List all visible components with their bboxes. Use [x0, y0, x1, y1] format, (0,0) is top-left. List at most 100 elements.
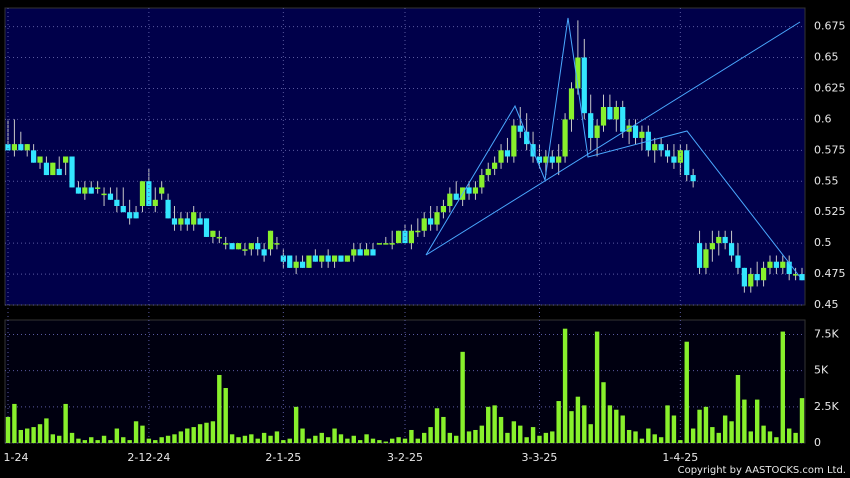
- candle-body: [479, 175, 485, 188]
- volume-bar: [351, 435, 356, 443]
- candle-body: [11, 144, 18, 151]
- candle-body: [485, 168, 491, 176]
- candle-body: [306, 255, 312, 268]
- candle-body: [50, 162, 56, 176]
- volume-bar: [121, 437, 126, 443]
- candle-body: [652, 144, 658, 151]
- volume-bar: [498, 416, 504, 443]
- x-tick-label: 2-12-24: [127, 451, 170, 464]
- volume-bar: [729, 421, 734, 443]
- candle-body: [75, 187, 82, 194]
- volume-bar: [338, 434, 344, 443]
- volume-bar: [601, 382, 606, 443]
- candle-body: [690, 175, 696, 182]
- candle-body: [549, 156, 555, 163]
- candle-body: [709, 243, 715, 250]
- volume-bar: [786, 428, 792, 443]
- candle-body: [664, 150, 671, 157]
- candle-body: [312, 255, 318, 262]
- candle-body: [799, 274, 805, 281]
- candle-body: [575, 57, 581, 89]
- candle-body: [146, 181, 152, 206]
- trend-line: [425, 17, 801, 278]
- volume-bar: [671, 415, 677, 443]
- volume-bar: [409, 429, 414, 443]
- volume-bar: [767, 431, 773, 443]
- volume-bar: [492, 405, 497, 443]
- candle-body: [671, 156, 677, 163]
- volume-bar: [140, 425, 145, 443]
- volume-bar: [293, 406, 299, 443]
- candle-body: [632, 125, 639, 138]
- volume-bar: [524, 437, 529, 443]
- volume-bar: [594, 331, 600, 443]
- volume-bar: [12, 403, 17, 443]
- candle-body: [383, 243, 389, 245]
- volume-bar: [607, 405, 613, 443]
- volume-bar: [742, 399, 747, 443]
- candle-body: [338, 255, 344, 262]
- volume-bar: [575, 396, 581, 443]
- candle-body: [248, 243, 254, 250]
- volume-bar: [434, 408, 440, 443]
- candle-body: [82, 187, 88, 194]
- y-tick-label: 0.475: [814, 267, 846, 280]
- volume-bar: [261, 432, 267, 443]
- candle-body: [18, 144, 24, 151]
- candle-body: [325, 255, 331, 262]
- candle-body: [620, 107, 626, 132]
- volume-bar: [646, 428, 651, 443]
- volume-bar: [357, 440, 363, 443]
- candle-body: [780, 261, 786, 268]
- volume-bar: [774, 437, 779, 443]
- candle-body: [735, 255, 741, 268]
- volume-bar: [447, 432, 453, 443]
- candle-body: [274, 243, 280, 245]
- volume-bar: [332, 428, 337, 443]
- volume-bar: [479, 425, 485, 443]
- candle-body: [107, 193, 114, 200]
- volume-bar: [274, 431, 280, 443]
- volume-bar: [697, 409, 702, 443]
- volume-bar: [518, 425, 523, 443]
- volume-bar: [550, 431, 555, 443]
- candle-body: [223, 243, 229, 245]
- y-tick-label: 0.575: [814, 143, 846, 156]
- volume-bar: [82, 440, 88, 443]
- volume-bar: [95, 440, 100, 443]
- volume-bar: [582, 405, 587, 443]
- candle-body: [299, 261, 306, 268]
- candle-body: [197, 218, 203, 225]
- volume-bar: [210, 421, 216, 443]
- volume-bar: [133, 421, 139, 443]
- y-tick-label: 2.5K: [814, 400, 839, 413]
- y-tick-label: 7.5K: [814, 327, 839, 340]
- candle-body: [536, 156, 543, 163]
- volume-bar: [255, 438, 260, 443]
- volume-bar: [389, 438, 395, 443]
- candle-body: [466, 187, 472, 194]
- volume-bar: [217, 374, 222, 443]
- volume-bar: [620, 415, 625, 443]
- volume-bar: [370, 438, 376, 443]
- candle-body: [792, 274, 799, 276]
- volume-bar: [530, 427, 536, 443]
- candle-body: [88, 187, 94, 194]
- volume-bar: [191, 427, 196, 443]
- candle-body: [280, 255, 286, 262]
- volume-bar: [306, 438, 312, 443]
- candle-body: [703, 249, 709, 268]
- volume-bar: [569, 411, 574, 443]
- volume-bar: [710, 427, 715, 443]
- volume-bar: [281, 440, 286, 443]
- candle-body: [95, 187, 101, 189]
- candle-body: [581, 57, 587, 114]
- volume-bar: [249, 434, 254, 443]
- candle-body: [229, 243, 235, 250]
- candle-body: [722, 236, 728, 244]
- candle-body: [37, 156, 43, 163]
- candle-body: [511, 125, 517, 157]
- candle-body: [139, 181, 146, 206]
- candle-body: [428, 218, 434, 225]
